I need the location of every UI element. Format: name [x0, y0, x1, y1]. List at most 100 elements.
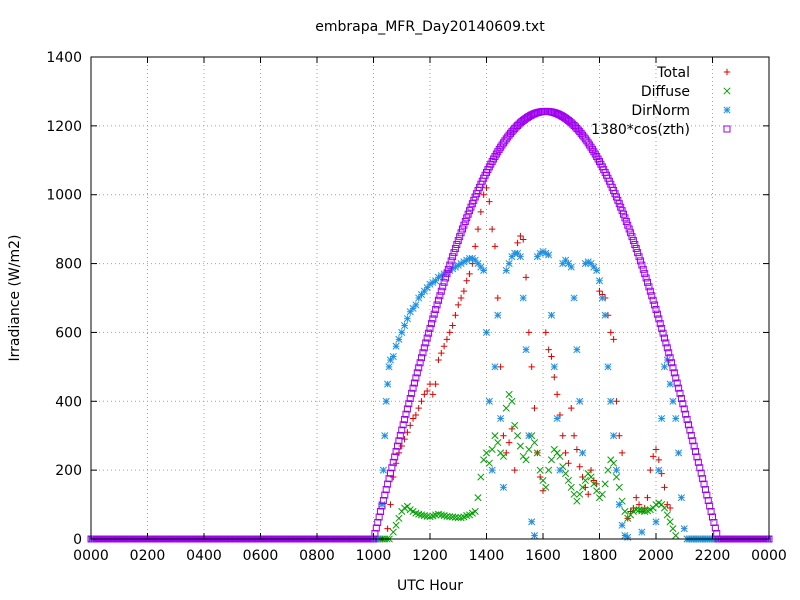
series-3-point	[679, 400, 687, 408]
series-1-point	[570, 490, 578, 498]
series-0-point	[644, 494, 651, 501]
series-2-point	[618, 521, 626, 529]
series-2-point	[607, 397, 615, 405]
series-0	[87, 184, 772, 543]
series-1-point	[547, 456, 556, 464]
series-3-point	[652, 306, 660, 314]
series-0-point	[409, 415, 417, 422]
series-3-point	[392, 448, 400, 456]
series-1-point	[604, 466, 612, 474]
series-3-point	[408, 389, 416, 397]
series-3-point	[686, 426, 694, 434]
series-1-point	[530, 439, 539, 447]
series-3-point	[700, 480, 708, 488]
series-3-point	[677, 395, 685, 403]
series-1-point	[420, 512, 428, 520]
series-1-point	[638, 507, 646, 515]
series-3-point	[426, 324, 434, 332]
series-1-point	[389, 528, 397, 536]
series-0-point	[452, 312, 459, 319]
series-2-point	[378, 501, 386, 509]
series-2-point	[480, 266, 488, 275]
series-0-point	[618, 449, 626, 457]
series-3-point	[442, 274, 450, 282]
series-1-point	[516, 442, 524, 450]
series-0-point	[525, 329, 533, 336]
series-3-point	[423, 334, 431, 342]
series-3-point	[454, 237, 462, 245]
series-2-point	[595, 277, 604, 285]
series-0-point	[633, 494, 640, 501]
series-2-point	[576, 397, 584, 405]
series-3-point	[464, 210, 472, 218]
series-2-point	[612, 466, 621, 474]
series-1-point	[457, 514, 465, 522]
series-3-point	[709, 513, 716, 521]
series-0-point	[384, 525, 391, 532]
series-0-point	[607, 329, 614, 336]
series-2-point	[573, 346, 581, 354]
series-0-point	[415, 404, 422, 412]
series-1-point	[437, 511, 445, 519]
series-3-point	[377, 507, 385, 515]
x-tick-label: 0600	[243, 548, 279, 564]
series-1-point	[395, 514, 403, 522]
series-2-point	[379, 466, 387, 474]
series-2-point	[491, 363, 499, 371]
series-1-point	[590, 480, 598, 488]
series-3-point	[463, 214, 471, 222]
series-2-point	[610, 432, 618, 440]
series-1-point	[471, 507, 479, 516]
series-3-point	[648, 292, 656, 300]
series-0-point	[435, 356, 442, 364]
series-1-point	[480, 456, 488, 464]
series-0-point	[528, 363, 535, 371]
series-0-point	[655, 456, 663, 464]
series-0-point	[421, 391, 428, 398]
series-1-point	[508, 397, 516, 405]
series-3-point	[665, 349, 673, 357]
series-0-point	[568, 404, 575, 412]
x-tick-label: 1600	[525, 548, 561, 564]
series-3-point	[399, 421, 407, 429]
series-0-point	[426, 380, 434, 388]
series-0-point	[432, 380, 439, 388]
series-3-point	[396, 431, 404, 439]
series-3-point	[449, 253, 457, 261]
series-2-point	[403, 315, 411, 323]
series-2-point	[398, 328, 406, 336]
series-0-point	[562, 449, 569, 457]
legend-label: DirNorm	[631, 103, 690, 119]
legend-label: 1380*cos(zth)	[591, 122, 690, 138]
series-2-point	[658, 414, 666, 423]
series-1-point	[610, 459, 618, 467]
series-2-point	[528, 518, 536, 526]
series-3-point	[622, 217, 630, 225]
series-1-point	[581, 476, 589, 485]
series-3-point	[385, 475, 393, 483]
series-1-point	[463, 512, 471, 520]
chart-title: embrapa_MFR_Day20140609.txt	[315, 19, 545, 35]
series-0-point	[466, 270, 473, 278]
series-1-point	[440, 512, 448, 520]
series-1-point	[511, 421, 519, 429]
series-1-point	[663, 511, 671, 519]
series-2-point	[395, 335, 403, 343]
series-3-point	[388, 464, 396, 472]
legend: Total Diffuse DirNorm 1380*cos(zth)	[591, 65, 731, 138]
series-3-point	[382, 486, 390, 494]
series-3-point	[434, 296, 442, 304]
series-3-point	[628, 233, 636, 241]
x-tick-label: 0000	[751, 548, 787, 564]
series-1-point	[545, 466, 553, 474]
series-3-point	[693, 453, 701, 461]
series-3-point	[456, 233, 464, 241]
series-0-point	[511, 466, 518, 474]
series-3-point	[641, 270, 649, 278]
series-3-point	[625, 225, 633, 233]
series-3-point	[419, 349, 427, 357]
series-0-point	[505, 439, 513, 446]
series-2-point	[567, 263, 575, 271]
series-1-point	[494, 439, 502, 447]
series-3-point	[402, 410, 410, 418]
